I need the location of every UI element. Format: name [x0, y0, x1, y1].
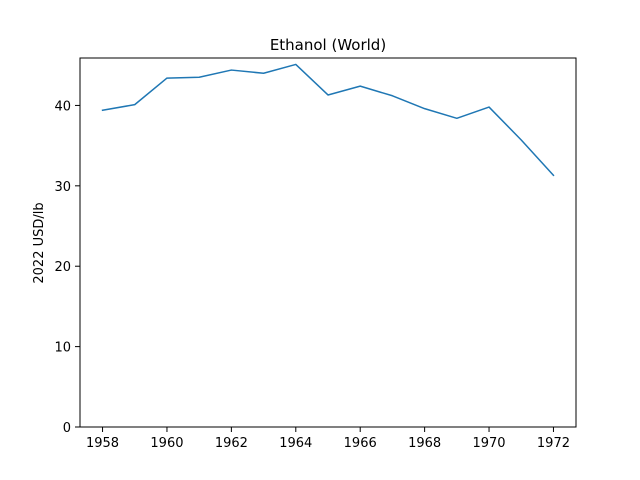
- x-tick-label: 1958: [86, 436, 119, 451]
- series-layer: [101, 63, 555, 177]
- y-tick-label: 30: [54, 180, 71, 195]
- x-tick-label: 1968: [408, 436, 441, 451]
- y-tick-label: 40: [54, 99, 71, 114]
- plot-frame: [79, 57, 577, 428]
- x-tick-label: 1964: [279, 436, 312, 451]
- series-line-0: [101, 63, 555, 177]
- x-tick-label: 1960: [150, 436, 183, 451]
- y-tick-label: 0: [63, 421, 71, 436]
- y-tick-label: 20: [54, 260, 71, 275]
- x-tick-label: 1966: [344, 436, 377, 451]
- y-axis-ticks: 0 10 20 30 40: [54, 99, 80, 436]
- x-tick-label: 1962: [215, 436, 248, 451]
- y-tick-label: 10: [54, 341, 71, 356]
- x-axis-ticks: 1958 1960 1962 1964 1966 1968 1970 1972: [86, 427, 570, 451]
- x-tick-label: 1972: [537, 436, 570, 451]
- x-tick-label: 1970: [472, 436, 505, 451]
- y-axis-label: 2022 USD/lb: [32, 202, 47, 283]
- chart-title: Ethanol (World): [270, 36, 386, 54]
